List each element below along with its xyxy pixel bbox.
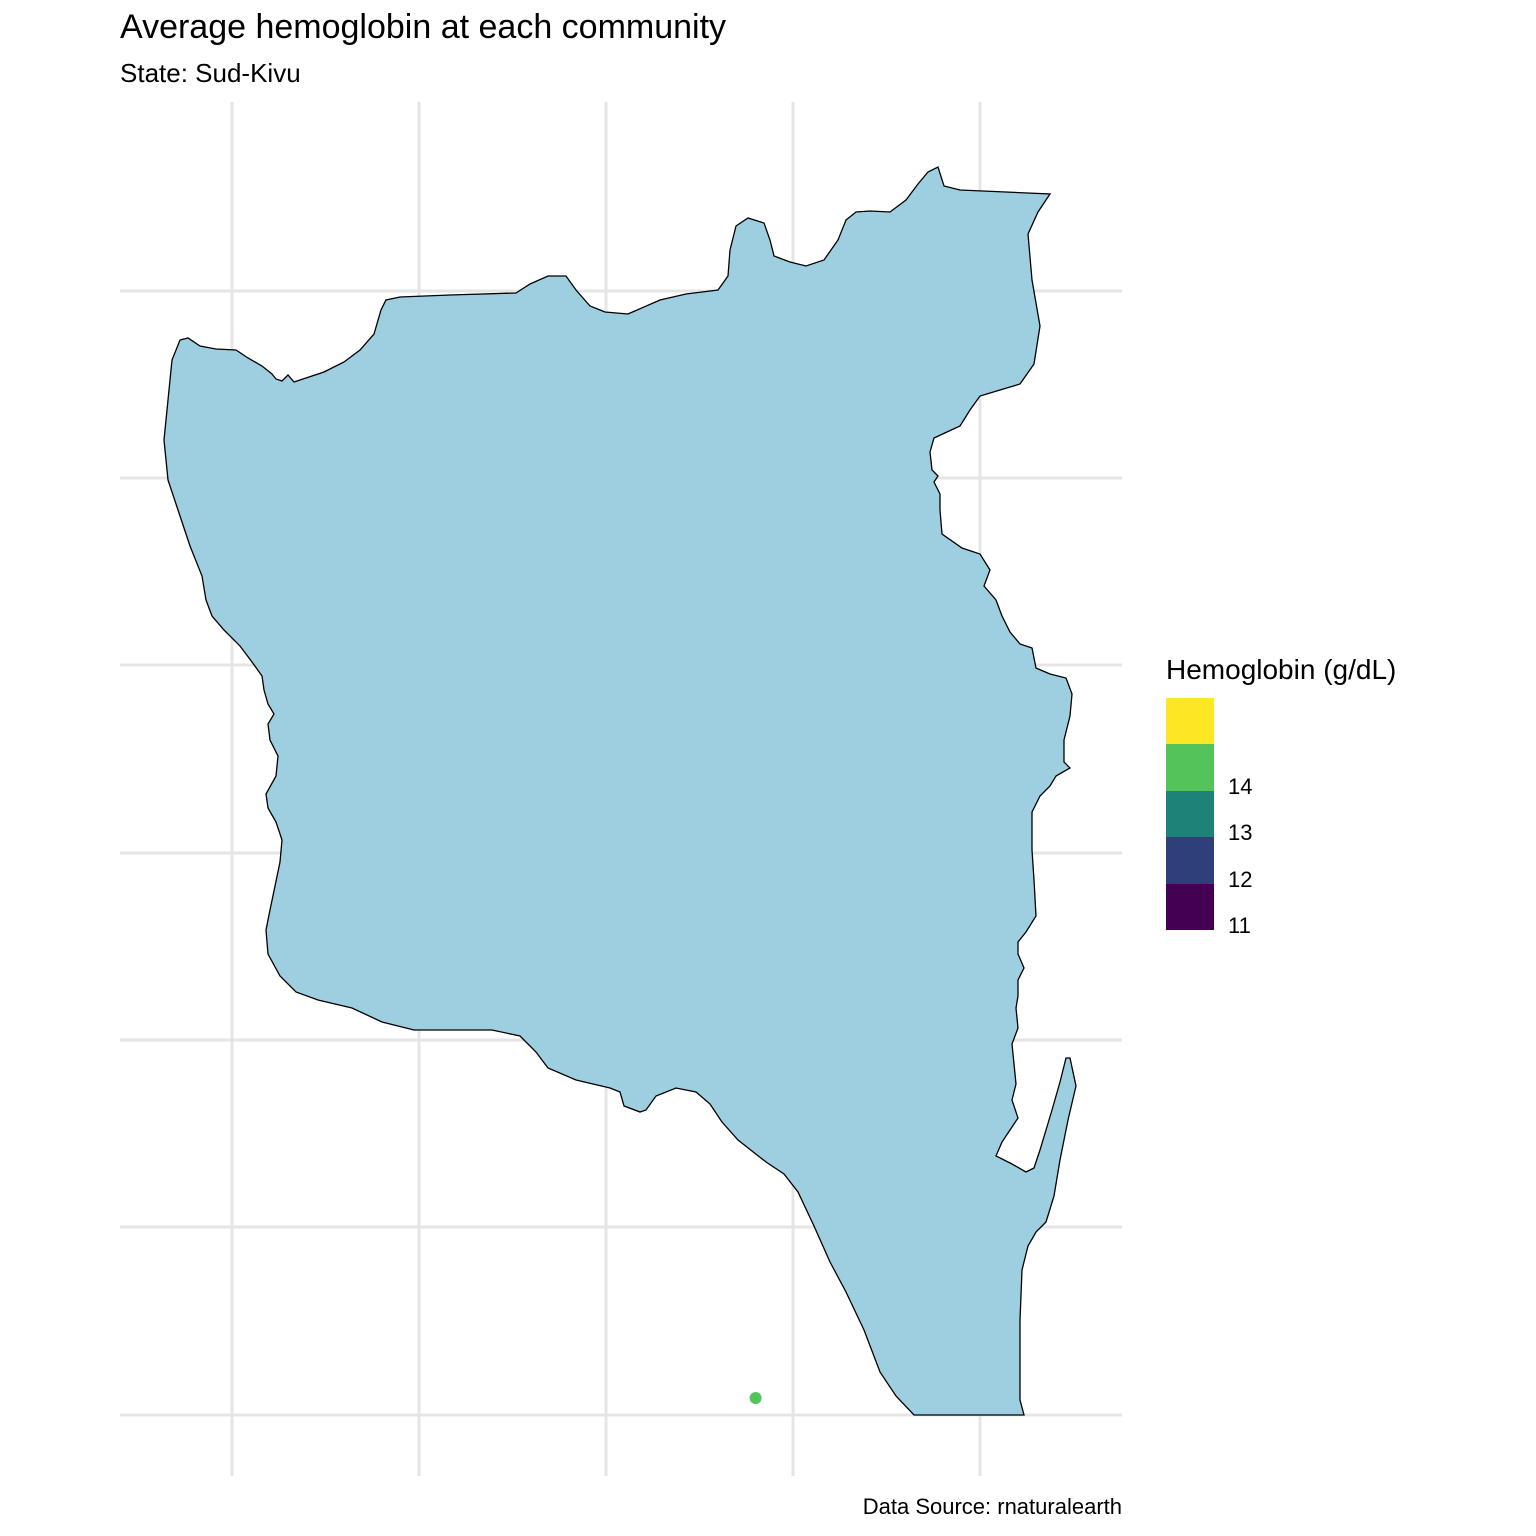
legend-swatch-high bbox=[1166, 744, 1214, 791]
legend-colorbar bbox=[1166, 698, 1214, 930]
legend-tick-label: 11 bbox=[1228, 913, 1251, 938]
legend-swatch-highest bbox=[1166, 698, 1214, 745]
legend-title: Hemoglobin (g/dL) bbox=[1166, 654, 1397, 685]
data-source-caption: Data Source: rnaturalearth bbox=[862, 1494, 1122, 1519]
legend-tick-label: 12 bbox=[1228, 867, 1253, 892]
map-title: Average hemoglobin at each community bbox=[120, 8, 727, 46]
map-subtitle: State: Sud-Kivu bbox=[120, 58, 301, 88]
legend-swatch-lowest bbox=[1166, 883, 1214, 930]
legend-tick-label: 13 bbox=[1228, 820, 1253, 845]
legend-body: 14 13 12 11 bbox=[1166, 698, 1366, 938]
legend-swatch-mid bbox=[1166, 790, 1214, 838]
sud-kivu-province-shape bbox=[163, 166, 1077, 1416]
legend: Hemoglobin (g/dL) 14 13 12 11 bbox=[1166, 654, 1397, 938]
legend-swatch-low bbox=[1166, 837, 1214, 884]
community-points bbox=[749, 1392, 762, 1404]
community-point bbox=[749, 1392, 762, 1404]
legend-tick-label: 14 bbox=[1228, 774, 1253, 799]
